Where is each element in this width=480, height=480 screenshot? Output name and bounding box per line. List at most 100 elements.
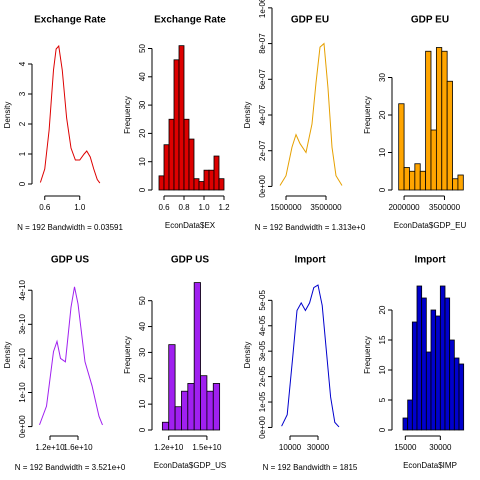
histogram-bar bbox=[212, 383, 221, 431]
histogram-bar bbox=[425, 351, 432, 431]
y-tick-label: 4 bbox=[18, 61, 27, 66]
x-tick-label: 30000 bbox=[429, 443, 452, 452]
x-axis-label: EconData$IMP bbox=[403, 461, 457, 470]
x-axis-label: EconData$GDP_EU bbox=[394, 221, 467, 230]
y-tick-label: 1e-06 bbox=[258, 0, 267, 18]
y-tick-label: 40 bbox=[138, 72, 147, 81]
x-tick-label: 1.5e+10 bbox=[192, 443, 222, 452]
y-tick-label: 2 bbox=[18, 121, 27, 126]
histogram-bar bbox=[416, 285, 423, 431]
y-tick-label: 0 bbox=[138, 187, 147, 192]
histogram-bar bbox=[178, 45, 185, 191]
x-tick-label: 1.6e+10 bbox=[63, 443, 93, 452]
panel-title: GDP US bbox=[51, 255, 89, 266]
histogram-bar bbox=[174, 406, 182, 431]
histogram-bar bbox=[168, 344, 176, 431]
y-tick-label: 1 bbox=[18, 151, 27, 156]
x-tick-label: 30000 bbox=[307, 443, 330, 452]
x-tick-label: 1500000 bbox=[270, 203, 302, 212]
histogram-bar bbox=[452, 178, 459, 191]
x-tick-label: 10000 bbox=[279, 443, 302, 452]
y-axis-label: Density bbox=[3, 342, 12, 369]
y-tick-label: 10 bbox=[378, 148, 387, 157]
panel-title: GDP US bbox=[171, 255, 209, 266]
y-tick-label: 2e-10 bbox=[18, 348, 27, 369]
histogram-bar bbox=[403, 167, 410, 191]
x-tick-label: 15000 bbox=[394, 443, 417, 452]
y-tick-label: 10 bbox=[138, 157, 147, 166]
x-tick-label: 1.2e+10 bbox=[35, 443, 65, 452]
histogram-bar bbox=[188, 138, 195, 191]
y-tick-label: 8e-07 bbox=[258, 33, 267, 54]
histogram-bar bbox=[213, 155, 220, 191]
x-axis-label: N = 192 Bandwidth = 0.03591 bbox=[17, 223, 123, 232]
y-tick-label: 2e-07 bbox=[258, 140, 267, 161]
y-axis-label: Frequency bbox=[363, 96, 372, 134]
histogram-bar bbox=[198, 181, 205, 191]
y-axis-label: Density bbox=[243, 102, 252, 129]
x-tick-label: 1.0 bbox=[74, 203, 86, 212]
x-tick-label: 0.8 bbox=[178, 203, 190, 212]
y-tick-label: 5 bbox=[378, 397, 387, 402]
y-tick-label: 0 bbox=[378, 427, 387, 432]
y-tick-label: 3e-10 bbox=[18, 314, 27, 335]
histogram-bar bbox=[409, 170, 416, 191]
x-tick-label: 1.2e+10 bbox=[154, 443, 184, 452]
histogram-bar bbox=[181, 390, 189, 431]
panel-title: GDP EU bbox=[411, 15, 449, 26]
histogram-bar bbox=[193, 282, 201, 431]
y-tick-label: 1e-05 bbox=[258, 391, 267, 412]
panel-title: Import bbox=[294, 255, 326, 266]
histogram-bar bbox=[218, 178, 225, 191]
histogram-bar bbox=[435, 315, 441, 431]
y-tick-label: 3 bbox=[18, 91, 27, 96]
x-tick-label: 3500000 bbox=[310, 203, 342, 212]
histogram-bar bbox=[168, 118, 175, 191]
histogram-bar bbox=[457, 174, 464, 191]
y-tick-label: 30 bbox=[138, 347, 147, 356]
density-line bbox=[39, 44, 101, 184]
histogram-bar bbox=[419, 170, 427, 191]
histogram-bar bbox=[206, 390, 214, 431]
y-tick-label: 10 bbox=[138, 399, 147, 408]
histogram-bar bbox=[173, 59, 180, 191]
histogram-bar bbox=[439, 285, 446, 431]
y-tick-label: 0 bbox=[138, 427, 147, 432]
y-axis-label: Density bbox=[3, 102, 12, 129]
histogram-bar bbox=[430, 309, 437, 431]
x-tick-label: 3500000 bbox=[429, 203, 461, 212]
y-tick-label: 0e+00 bbox=[18, 415, 27, 438]
histogram-bar bbox=[398, 103, 405, 191]
y-tick-label: 0e+00 bbox=[258, 175, 267, 198]
y-tick-label: 20 bbox=[378, 305, 387, 314]
density-line bbox=[279, 42, 343, 186]
histogram-bar bbox=[407, 399, 413, 431]
histogram-bar bbox=[421, 297, 427, 431]
histogram-bar bbox=[203, 169, 210, 191]
histogram-bar bbox=[193, 178, 200, 191]
y-tick-label: 20 bbox=[138, 373, 147, 382]
histogram-bar bbox=[158, 175, 165, 191]
histogram-bar bbox=[187, 383, 195, 431]
y-tick-label: 4e-07 bbox=[258, 104, 267, 125]
histogram-bar bbox=[446, 80, 453, 191]
histogram-bar bbox=[208, 169, 215, 191]
x-axis-label: EconData$GDP_US bbox=[154, 461, 226, 470]
histogram-bar bbox=[163, 144, 170, 191]
y-axis-label: Frequency bbox=[123, 336, 132, 374]
y-tick-label: 30 bbox=[378, 73, 387, 82]
y-tick-label: 15 bbox=[378, 335, 387, 344]
y-axis-label: Frequency bbox=[363, 336, 372, 374]
y-tick-label: 5e-05 bbox=[258, 290, 267, 311]
x-axis-label: N = 192 Bandwidth = 1.313e+0 bbox=[255, 223, 366, 232]
x-axis-label: N = 192 Bandwidth = 3.521e+0 bbox=[15, 463, 126, 472]
histogram-bar bbox=[414, 163, 421, 191]
density-line bbox=[39, 286, 103, 426]
x-axis-label: EconData$EX bbox=[165, 221, 216, 230]
y-tick-label: 20 bbox=[378, 110, 387, 119]
x-tick-label: 0.6 bbox=[39, 203, 51, 212]
x-tick-label: 1.0 bbox=[198, 203, 210, 212]
y-tick-label: 4e-10 bbox=[18, 279, 27, 300]
x-tick-label: 0.6 bbox=[158, 203, 170, 212]
